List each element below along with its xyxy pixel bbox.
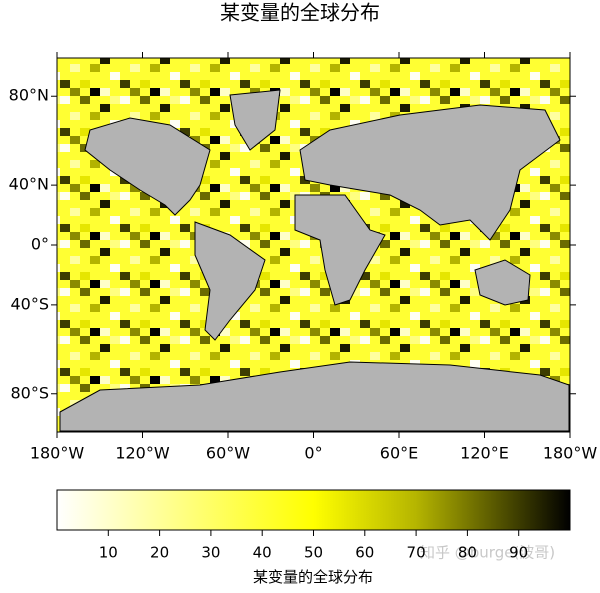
colorbar	[56, 489, 571, 531]
y-tick-label: 40°S	[10, 294, 49, 313]
colorbar-label: 某变量的全球分布	[253, 568, 373, 586]
y-tick-label: 0°	[31, 235, 49, 254]
antarctica	[59, 361, 570, 432]
colorbar-tick-label: 30	[201, 544, 220, 562]
x-tick-label: 180°W	[30, 444, 85, 463]
greenland	[229, 89, 281, 151]
colorbar-tick-label: 50	[304, 544, 323, 562]
eurasia	[299, 104, 561, 241]
x-tick-label: 60°W	[206, 444, 250, 463]
x-tick-label: 120°E	[460, 444, 509, 463]
colorbar-tick-label: 10	[99, 544, 118, 562]
map-area	[56, 57, 571, 433]
y-tick-label: 40°N	[9, 175, 49, 194]
south-america	[194, 221, 266, 341]
colorbar-tick-label: 70	[407, 544, 426, 562]
north-america	[84, 117, 211, 216]
watermark: 知乎 @burge(波哥)	[420, 544, 555, 562]
colorbar-tick-label: 40	[253, 544, 272, 562]
land	[59, 89, 570, 432]
colorbar-tick-label: 20	[150, 544, 169, 562]
colorbar-tick-label: 80	[458, 544, 477, 562]
colorbar-tick-label: 60	[355, 544, 374, 562]
colorbar-tick-label: 90	[509, 544, 528, 562]
x-tick-label: 180°W	[543, 444, 598, 463]
y-tick-label: 80°S	[10, 383, 49, 402]
x-tick-label: 60°E	[380, 444, 418, 463]
africa	[294, 194, 386, 306]
x-tick-label: 0°	[304, 444, 322, 463]
x-tick-label: 120°W	[115, 444, 170, 463]
map-title: 某变量的全球分布	[220, 1, 380, 25]
y-tick-label: 80°N	[9, 86, 49, 105]
australia	[474, 259, 531, 306]
